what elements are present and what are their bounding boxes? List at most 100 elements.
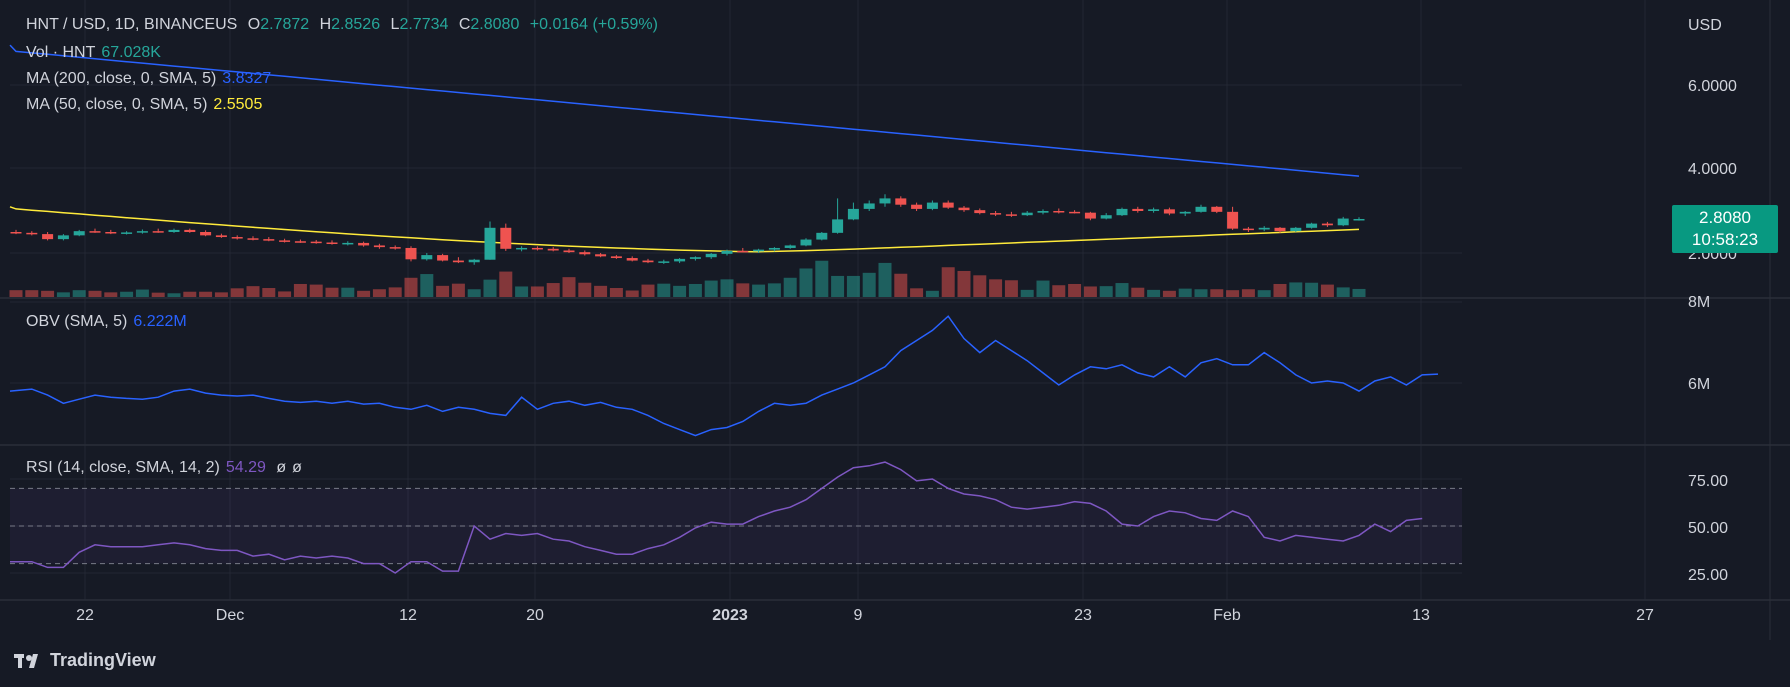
candle-body	[1084, 212, 1096, 219]
candle	[152, 228, 164, 233]
candle-body	[89, 231, 101, 233]
volume-bar	[25, 290, 39, 297]
candle	[136, 229, 148, 234]
volume-bar	[262, 288, 276, 297]
candle	[294, 239, 306, 243]
volume-bar	[1147, 289, 1161, 297]
candle-body	[373, 245, 385, 248]
ma200-value: 3.8327	[222, 70, 272, 87]
candle-body	[926, 202, 938, 209]
volume-bar	[1352, 288, 1366, 297]
candle-body	[152, 231, 164, 233]
volume-bar	[293, 283, 307, 297]
candle-body	[516, 247, 528, 250]
candle-body	[1037, 211, 1049, 213]
candle-body	[674, 258, 686, 262]
tradingview-logo[interactable]: TradingView	[14, 650, 156, 671]
y-axis-label: 50.00	[1688, 520, 1728, 537]
candle-body	[1021, 212, 1033, 216]
volume-bars	[9, 260, 1366, 297]
volume-bar	[562, 277, 576, 297]
candle-body	[405, 247, 417, 260]
candle	[1353, 217, 1365, 221]
volume-bar	[404, 277, 418, 297]
candle	[516, 246, 528, 252]
candle-body	[784, 245, 796, 248]
ma50-label: MA (50, close, 0, SMA, 5)	[26, 96, 208, 113]
volume-bar	[641, 284, 655, 297]
x-axis-label: 12	[399, 607, 417, 624]
candle-body	[310, 241, 322, 244]
candle	[1321, 221, 1333, 227]
candle	[452, 257, 464, 264]
candle	[563, 248, 575, 253]
candle-body	[389, 247, 401, 249]
candle-body	[1258, 227, 1270, 230]
candle	[373, 243, 385, 249]
volume-bar	[783, 277, 797, 297]
candle	[215, 233, 227, 238]
candle	[753, 248, 765, 253]
candle	[1242, 226, 1254, 232]
candle	[1116, 207, 1128, 217]
candle	[1053, 208, 1065, 214]
candle-body	[247, 238, 259, 240]
volume-bar	[451, 283, 465, 297]
candles	[10, 194, 1365, 265]
candle-body	[531, 247, 543, 250]
candle	[389, 245, 401, 250]
candle	[974, 208, 986, 215]
candle	[816, 232, 828, 241]
candle	[1290, 226, 1302, 232]
low-value: 2.7734	[399, 16, 449, 33]
volume-bar	[246, 286, 260, 297]
obv-legend[interactable]: OBV (SMA, 5) 6.222M	[26, 313, 193, 331]
candle	[1084, 211, 1096, 221]
volume-bar	[199, 291, 213, 297]
volume-bar	[309, 284, 323, 297]
candle	[531, 246, 543, 251]
volume-bar	[767, 283, 781, 297]
candle	[342, 241, 354, 246]
candle-body	[737, 250, 749, 253]
x-axis-label: 2023	[712, 607, 748, 624]
ma200-legend[interactable]: MA (200, close, 0, SMA, 5) 3.8327	[26, 70, 277, 88]
volume-bar	[989, 279, 1003, 297]
candle-body	[1179, 211, 1191, 214]
candle	[737, 247, 749, 253]
volume-bar	[546, 283, 560, 297]
low-label: L	[390, 16, 400, 33]
candle-body	[990, 213, 1002, 215]
candle	[89, 228, 101, 233]
candle	[1179, 211, 1191, 217]
candle-body	[847, 208, 859, 220]
volume-legend[interactable]: Vol · HNT 67.028K	[26, 44, 167, 62]
candle	[10, 229, 22, 235]
candle-body	[1274, 227, 1286, 232]
change-value: +0.0164 (+0.59%)	[529, 16, 658, 33]
x-axis-label: Feb	[1213, 607, 1241, 624]
candle	[231, 235, 243, 240]
x-axis: 22 Dec 12 20 2023 9 23 Feb 13 27	[76, 607, 1654, 624]
rsi-line	[10, 461, 1423, 574]
close-value: 2.8080	[470, 16, 520, 33]
volume-bar	[1131, 287, 1145, 297]
candle	[57, 234, 69, 241]
volume-bar	[594, 285, 608, 297]
ma50-value: 2.5505	[213, 96, 263, 113]
volume-bar	[910, 288, 924, 297]
volume-bar	[799, 268, 813, 297]
candle-body	[437, 255, 449, 261]
high-value: 2.8526	[331, 16, 381, 33]
open-label: O	[247, 16, 261, 33]
candle	[1337, 216, 1349, 227]
ma50-legend[interactable]: MA (50, close, 0, SMA, 5) 2.5505	[26, 96, 268, 114]
candle-body	[200, 232, 212, 236]
volume-bar	[957, 270, 971, 297]
volume-bar	[609, 288, 623, 297]
candle	[911, 202, 923, 211]
candle	[579, 250, 591, 256]
candle	[942, 200, 954, 209]
